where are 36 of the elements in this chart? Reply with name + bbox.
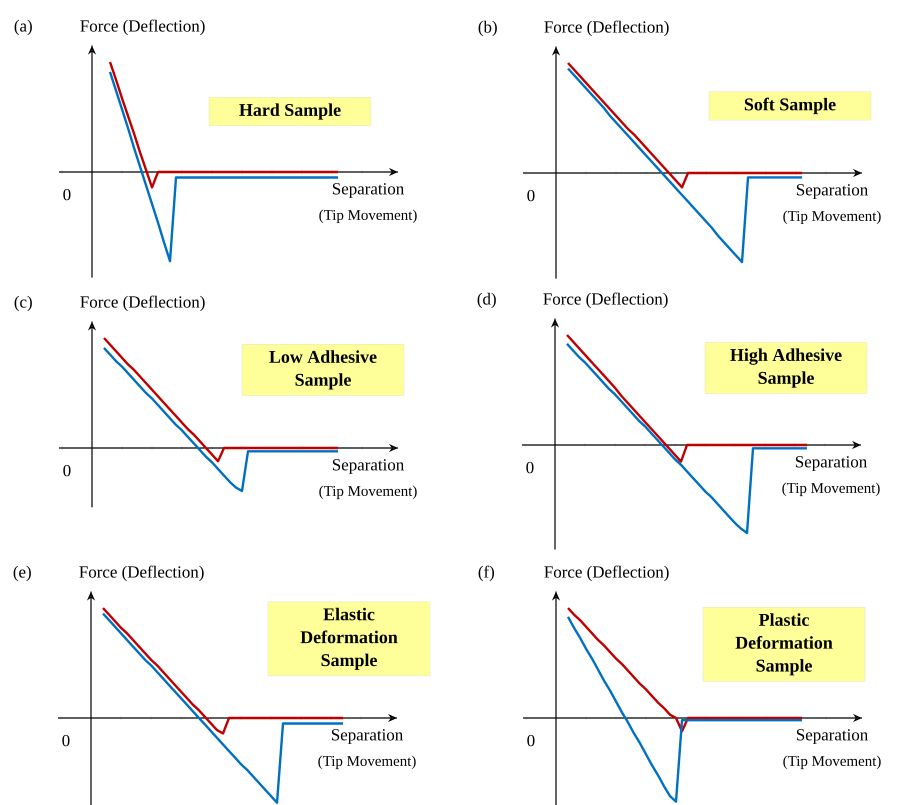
annotation: (Tip Movement) [783, 210, 881, 224]
annotation: (Tip Movement) [783, 756, 881, 770]
annotation: Soft Sample [744, 98, 836, 114]
y-axis-title: Force (Deflection) [80, 20, 205, 36]
annotation: Plastic Deformation Sample [736, 613, 833, 676]
chart-title: (f) [478, 566, 494, 582]
chart-title: (c) [14, 296, 32, 312]
x-axis-title: Separation [796, 729, 868, 744]
chart-title: (e) [14, 566, 31, 582]
chart-title: (d) [478, 292, 496, 308]
annotation: Hard Sample [239, 103, 341, 120]
annotation: High Adhesive Sample [730, 348, 842, 388]
x-axis-title: Separation [332, 183, 404, 198]
x-axis-title: Separation [332, 459, 404, 474]
text: 0 [62, 734, 70, 746]
text: 0 [63, 464, 71, 476]
annotation: Low Adhesive Sample [269, 350, 377, 390]
text: 0 [526, 462, 534, 474]
annotation: (Tip Movement) [319, 486, 417, 500]
chart-title: (b) [478, 20, 497, 36]
text: 0 [63, 188, 71, 200]
y-axis-title: Force (Deflection) [544, 20, 669, 36]
chart-title: (a) [14, 20, 32, 36]
x-axis-title: Separation [796, 456, 867, 471]
y-axis-title: Force (Deflection) [543, 292, 668, 308]
annotation: (Tip Movement) [319, 210, 417, 224]
y-axis-title: Force (Deflection) [79, 566, 204, 582]
x-axis-title: Separation [332, 729, 403, 744]
text: 0 [527, 190, 535, 202]
text: 0 [527, 734, 535, 746]
y-axis-title: Force (Deflection) [544, 566, 669, 582]
x-axis-title: Separation [796, 184, 868, 199]
annotation: Elastic Deformation Sample [300, 608, 398, 670]
y-axis-title: Force (Deflection) [80, 296, 205, 312]
annotation: (Tip Movement) [782, 482, 880, 496]
annotation: (Tip Movement) [318, 756, 416, 770]
